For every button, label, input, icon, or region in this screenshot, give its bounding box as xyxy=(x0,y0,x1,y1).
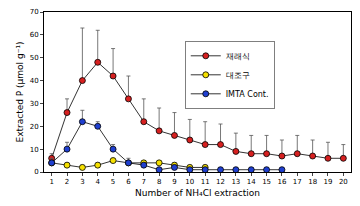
svg-text:14: 14 xyxy=(247,178,256,186)
svg-text:50: 50 xyxy=(30,54,39,62)
svg-text:20: 20 xyxy=(30,123,39,131)
svg-text:IMTA Cont.: IMTA Cont. xyxy=(226,90,269,99)
svg-text:15: 15 xyxy=(262,178,271,186)
svg-text:3: 3 xyxy=(80,178,84,186)
svg-text:70: 70 xyxy=(30,8,39,16)
svg-text:20: 20 xyxy=(339,178,348,186)
svg-text:30: 30 xyxy=(30,100,39,108)
svg-text:9: 9 xyxy=(172,178,176,186)
svg-text:2: 2 xyxy=(65,178,69,186)
svg-text:Number of NH₄Cl extraction: Number of NH₄Cl extraction xyxy=(135,188,260,198)
svg-text:12: 12 xyxy=(216,178,225,186)
svg-text:60: 60 xyxy=(30,31,39,39)
svg-text:16: 16 xyxy=(277,178,286,186)
svg-text:1: 1 xyxy=(49,178,53,186)
svg-text:17: 17 xyxy=(293,178,302,186)
svg-text:8: 8 xyxy=(157,178,161,186)
svg-text:0: 0 xyxy=(34,168,38,176)
svg-text:5: 5 xyxy=(111,178,115,186)
svg-text:10: 10 xyxy=(30,146,39,154)
svg-text:재래식: 재래식 xyxy=(226,52,250,61)
svg-text:11: 11 xyxy=(201,178,210,186)
svg-text:40: 40 xyxy=(30,77,39,85)
svg-text:Extracted P (μmol g⁻¹): Extracted P (μmol g⁻¹) xyxy=(15,41,25,142)
svg-text:19: 19 xyxy=(324,178,333,186)
svg-text:4: 4 xyxy=(95,178,100,186)
svg-text:13: 13 xyxy=(231,178,240,186)
svg-text:10: 10 xyxy=(185,178,194,186)
svg-text:대조구: 대조구 xyxy=(226,71,250,80)
svg-text:7: 7 xyxy=(142,178,146,186)
svg-text:18: 18 xyxy=(308,178,317,186)
svg-text:6: 6 xyxy=(126,178,131,186)
